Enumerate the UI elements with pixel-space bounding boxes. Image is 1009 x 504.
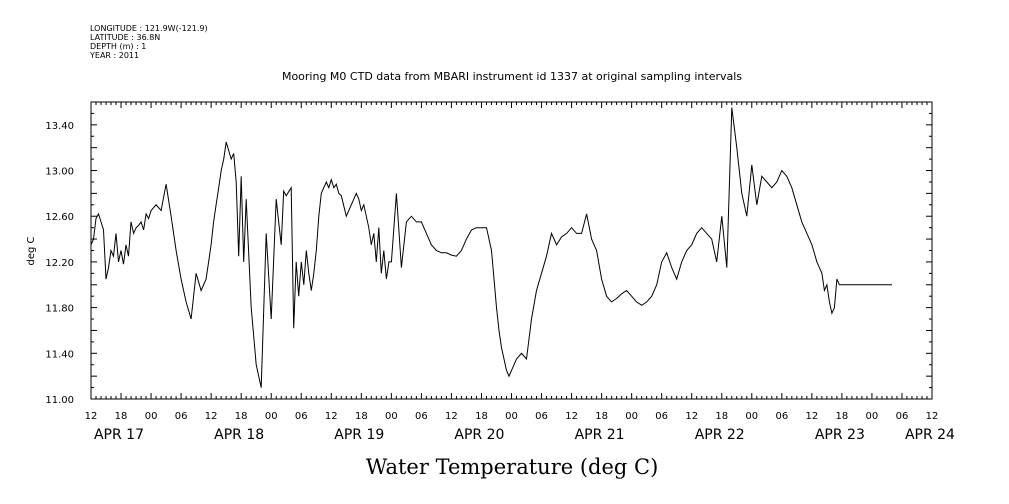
x-tick-label: 00 bbox=[505, 411, 518, 422]
x-tick-label: 06 bbox=[655, 411, 668, 422]
x-tick-label: 12 bbox=[565, 411, 578, 422]
x-tick-label: 00 bbox=[385, 411, 398, 422]
x-tick-label: 18 bbox=[475, 411, 488, 422]
x-tick-label: 12 bbox=[325, 411, 338, 422]
x-tick-label: 12 bbox=[445, 411, 458, 422]
x-tick-label: 12 bbox=[805, 411, 818, 422]
y-tick-label: 11.80 bbox=[45, 304, 74, 315]
y-tick-label: 11.00 bbox=[45, 395, 74, 406]
y-tick-label: 13.40 bbox=[45, 121, 74, 132]
x-tick-label: 06 bbox=[775, 411, 788, 422]
latitude-label: LATITUDE : 36.8N bbox=[90, 33, 160, 42]
x-tick-label: 12 bbox=[205, 411, 218, 422]
x-tick-label: 00 bbox=[866, 411, 879, 422]
x-tick-label: 12 bbox=[926, 411, 939, 422]
x-tick-label: 12 bbox=[85, 411, 98, 422]
chart-title: Mooring M0 CTD data from MBARI instrumen… bbox=[282, 70, 742, 83]
x-tick-label: 06 bbox=[535, 411, 548, 422]
y-axis-label: deg C bbox=[26, 236, 37, 265]
x-tick-label: 12 bbox=[685, 411, 698, 422]
series-line bbox=[90, 107, 892, 388]
year-label: YEAR : 2011 bbox=[89, 51, 139, 60]
date-label: APR 21 bbox=[575, 427, 625, 443]
date-label: APR 17 bbox=[94, 427, 144, 443]
plot-frame bbox=[90, 101, 933, 400]
longitude-label: LONGITUDE : 121.9W(-121.9) bbox=[90, 24, 208, 33]
x-tick-label: 18 bbox=[235, 411, 248, 422]
x-tick-label: 06 bbox=[295, 411, 308, 422]
date-label: APR 24 bbox=[905, 427, 955, 443]
x-tick-label: 18 bbox=[115, 411, 128, 422]
x-tick-label: 18 bbox=[595, 411, 608, 422]
x-axis-label: Water Temperature (deg C) bbox=[366, 455, 659, 479]
x-tick-label: 00 bbox=[745, 411, 758, 422]
x-tick-label: 06 bbox=[175, 411, 188, 422]
date-label: APR 18 bbox=[214, 427, 264, 443]
y-tick-label: 12.20 bbox=[45, 258, 74, 269]
x-tick-label: 06 bbox=[415, 411, 428, 422]
date-label: APR 22 bbox=[695, 427, 745, 443]
x-tick-label: 00 bbox=[625, 411, 638, 422]
y-tick-label: 11.40 bbox=[45, 349, 74, 360]
y-tick-label: 12.60 bbox=[45, 212, 74, 223]
x-tick-label: 00 bbox=[145, 411, 158, 422]
depth-label: DEPTH (m) : 1 bbox=[90, 42, 146, 51]
x-tick-label: 18 bbox=[836, 411, 849, 422]
date-label: APR 23 bbox=[815, 427, 865, 443]
x-tick-label: 18 bbox=[355, 411, 368, 422]
date-label: APR 19 bbox=[334, 427, 384, 443]
y-tick-label: 13.00 bbox=[45, 167, 74, 178]
date-label: APR 20 bbox=[454, 427, 504, 443]
x-tick-label: 18 bbox=[715, 411, 728, 422]
x-tick-label: 00 bbox=[265, 411, 278, 422]
x-tick-label: 06 bbox=[896, 411, 909, 422]
